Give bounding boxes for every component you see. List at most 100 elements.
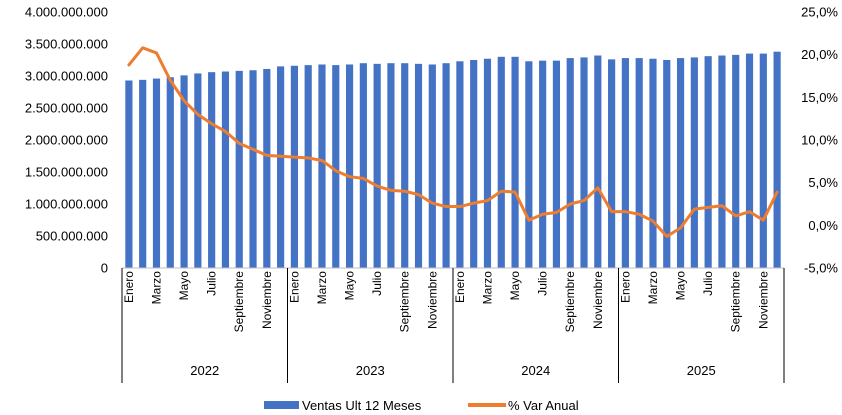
bar — [676, 58, 685, 268]
bar — [594, 55, 602, 268]
y-left-tick-label: 0 — [101, 261, 108, 276]
bar — [539, 60, 547, 268]
month-label: Mayo — [508, 271, 522, 301]
bar — [470, 60, 478, 268]
bar — [221, 71, 230, 269]
bar — [745, 53, 754, 268]
bar — [428, 64, 436, 268]
y-right-tick-label: 5,0% — [808, 175, 838, 190]
bar — [373, 63, 381, 269]
y-left-tick-label: 3.000.000.000 — [25, 69, 108, 84]
month-label: Julio — [536, 271, 550, 296]
month-label: Marzo — [315, 271, 329, 305]
y-right-tick-label: -5,0% — [804, 261, 838, 276]
bar — [332, 65, 340, 269]
bar — [442, 63, 450, 269]
legend-swatch-bars — [264, 401, 299, 409]
bar — [139, 79, 147, 268]
year-label: 2024 — [521, 363, 550, 378]
bar — [649, 58, 657, 268]
bar — [125, 80, 133, 268]
month-label: Septiembre — [563, 271, 577, 333]
month-label: Marzo — [149, 271, 163, 305]
y-right-tick-label: 10,0% — [801, 133, 838, 148]
bar — [387, 63, 395, 269]
y-left-tick-label: 1.000.000.000 — [25, 197, 108, 212]
year-label: 2025 — [687, 363, 716, 378]
bar-series — [125, 51, 781, 269]
month-label: Enero — [618, 271, 632, 303]
year-label: 2022 — [190, 363, 219, 378]
bar — [263, 68, 271, 269]
bar — [511, 56, 519, 268]
bar — [580, 57, 588, 268]
axes: 0 500.000.000 1.000.000.000 1.500.000.000 2.… — [25, 5, 838, 383]
bar — [483, 58, 492, 268]
bar — [194, 73, 202, 268]
legend: Ventas Ult 12 Meses % Var Anual — [264, 398, 579, 413]
bar — [290, 65, 298, 268]
line-path — [127, 46, 779, 238]
y-left-tick-label: 1.500.000.000 — [25, 165, 108, 180]
bar — [304, 65, 312, 269]
bar — [235, 70, 243, 268]
y-right-tick-label: 20,0% — [801, 47, 838, 62]
bar — [663, 60, 671, 268]
bar — [318, 64, 326, 268]
y-right-tick-label: 0,0% — [808, 218, 838, 233]
bar — [718, 55, 726, 268]
legend-label-line: % Var Anual — [508, 398, 579, 413]
bar — [759, 53, 767, 268]
month-label: Noviembre — [260, 271, 274, 329]
bar — [345, 64, 354, 268]
bar — [401, 63, 409, 269]
y-left-tick-label: 2.000.000.000 — [25, 133, 108, 148]
month-label: Mayo — [674, 271, 688, 301]
bar — [180, 75, 188, 268]
month-label: Enero — [122, 271, 136, 303]
bar — [621, 58, 629, 268]
month-label: Julio — [205, 271, 219, 296]
bar — [608, 59, 616, 268]
month-label: Noviembre — [591, 271, 605, 329]
month-label: Julio — [370, 271, 384, 296]
bar — [166, 77, 174, 268]
month-label: Marzo — [480, 271, 494, 305]
month-label: Septiembre — [232, 271, 246, 333]
y-left-tick-label: 3.500.000.000 — [25, 37, 108, 52]
bar — [497, 56, 505, 268]
year-label: 2023 — [356, 363, 385, 378]
bar — [277, 66, 285, 269]
bar — [552, 60, 561, 268]
bar — [635, 58, 643, 268]
month-label: Marzo — [646, 271, 660, 305]
bar — [249, 70, 257, 269]
y-right-tick-label: 15,0% — [801, 90, 838, 105]
month-label: Noviembre — [425, 271, 439, 329]
bar — [414, 63, 423, 269]
month-label: Septiembre — [398, 271, 412, 333]
bar — [152, 78, 161, 268]
month-label: Noviembre — [756, 271, 770, 329]
line-series — [127, 46, 779, 238]
month-label: Mayo — [177, 271, 191, 301]
bar — [208, 72, 216, 268]
bar — [456, 61, 464, 268]
y-left-tick-label: 2.500.000.000 — [25, 101, 108, 116]
y-left-tick-label: 4.000.000.000 — [25, 5, 108, 20]
bar — [359, 63, 367, 269]
bar — [773, 51, 781, 269]
month-label: Enero — [287, 271, 301, 303]
month-label: Septiembre — [729, 271, 743, 333]
bar — [525, 61, 533, 268]
y-left-tick-label: 500.000.000 — [36, 229, 108, 244]
month-label: Julio — [701, 271, 715, 296]
bar — [732, 54, 740, 268]
bar — [566, 58, 574, 268]
y-right-tick-label: 25,0% — [801, 5, 838, 20]
bar — [690, 57, 698, 268]
month-label: Enero — [453, 271, 467, 303]
month-label: Mayo — [343, 271, 357, 301]
legend-label-bars: Ventas Ult 12 Meses — [302, 398, 422, 413]
